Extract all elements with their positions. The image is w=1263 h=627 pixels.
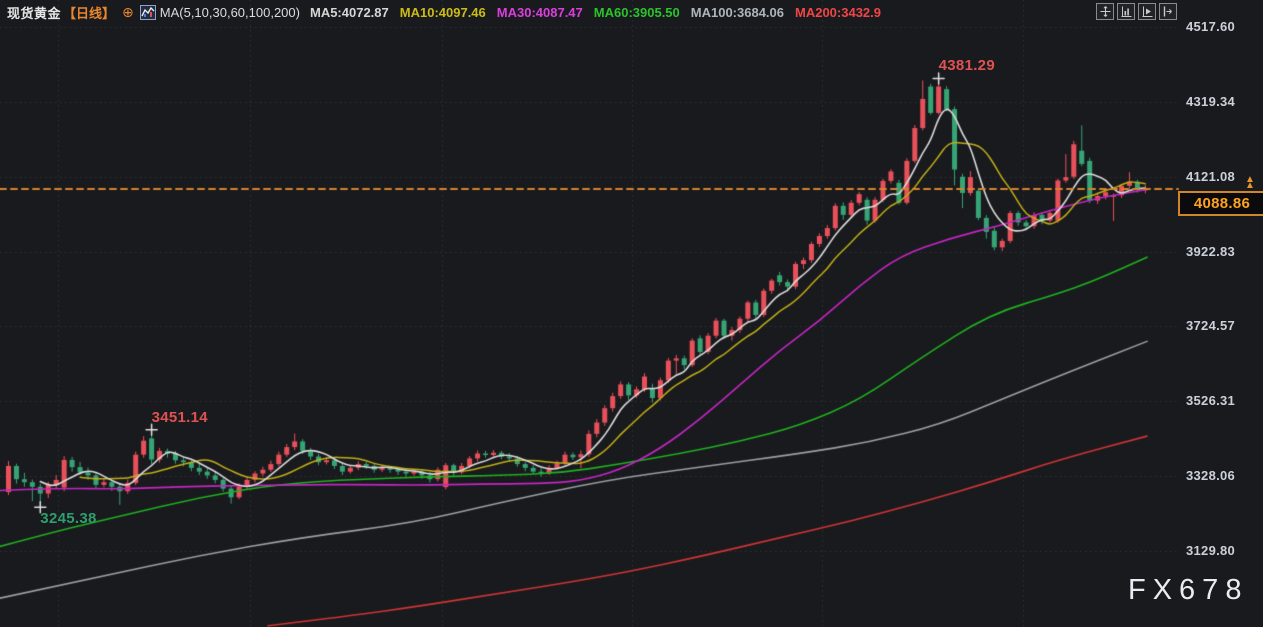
ma10-value: MA10:4097.46 xyxy=(399,4,486,20)
swing-high-annotation: 3451.14 xyxy=(151,408,208,426)
axis-scale-button[interactable] xyxy=(1117,3,1135,20)
ma-group-label: MA(5,10,30,60,100,200) xyxy=(159,4,300,20)
collapse-right-icon xyxy=(1163,6,1172,17)
ma100-value: MA100:3684.06 xyxy=(690,4,784,20)
ma200-value: MA200:3432.9 xyxy=(795,4,881,20)
move-tool-button[interactable] xyxy=(1096,3,1114,20)
chart-toolbar xyxy=(1096,3,1177,20)
price-tick: 4517.60 xyxy=(1186,19,1236,34)
move-icon xyxy=(1100,6,1110,17)
price-tick: 3724.57 xyxy=(1186,318,1236,334)
ma5-value: MA5:4072.87 xyxy=(309,4,389,20)
last-price-badge: 4088.86 xyxy=(1178,190,1263,216)
price-tick: 3922.83 xyxy=(1186,243,1236,259)
price-tick: 3328.06 xyxy=(1186,468,1236,484)
swing-low-annotation: 3245.38 xyxy=(40,510,97,528)
price-tick: 4121.08 xyxy=(1186,168,1236,184)
high-price-annotation: 4381.29 xyxy=(938,57,995,75)
price-up-arrow-icon: ▲ ▲ xyxy=(1245,173,1255,191)
axis-scale-icon xyxy=(1121,6,1131,17)
symbol-name: 现货黄金 xyxy=(7,5,62,21)
last-price-value: 4088.86 xyxy=(1193,194,1251,212)
axis-auto-icon xyxy=(1142,6,1152,17)
price-tick: 4319.34 xyxy=(1186,93,1236,109)
price-axis[interactable]: 4517.60 4319.34 4121.08 3922.83 3724.57 … xyxy=(1184,0,1263,627)
price-tick: 3129.80 xyxy=(1186,543,1236,558)
timeframe-label: 【日线】 xyxy=(63,5,116,21)
circle-plus-icon[interactable]: ⊕ xyxy=(122,3,134,20)
chart-header: 现货黄金 【日线】 ⊕ MA(5,10,30,60,100,200) MA5:4… xyxy=(7,3,892,21)
axis-auto-button[interactable] xyxy=(1138,3,1156,20)
watermark: FX678 xyxy=(1128,574,1249,606)
ma60-value: MA60:3905.50 xyxy=(593,4,680,20)
ma30-value: MA30:4087.47 xyxy=(496,4,583,20)
price-tick: 3526.31 xyxy=(1186,393,1236,409)
mini-chart-icon[interactable] xyxy=(139,4,156,20)
collapse-panel-button[interactable] xyxy=(1159,3,1177,20)
